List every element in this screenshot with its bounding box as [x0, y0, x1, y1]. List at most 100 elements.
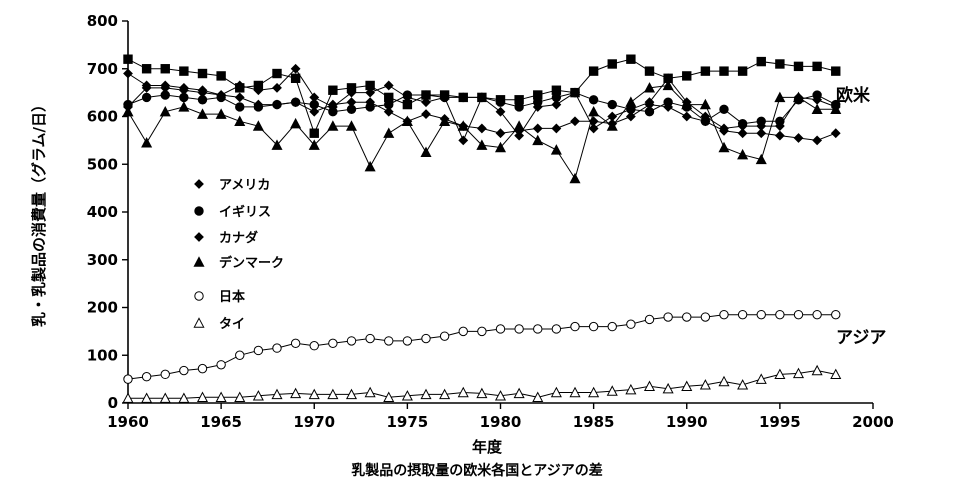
data-point: [384, 92, 394, 103]
data-point: [792, 91, 805, 103]
data-point: [532, 123, 543, 134]
data-point: [774, 130, 785, 141]
data-point: [663, 312, 673, 322]
data-point: [662, 79, 674, 91]
data-point: [290, 63, 301, 74]
data-point: [272, 68, 282, 79]
data-point: [588, 105, 600, 117]
x-axis-title: 年度: [472, 438, 503, 456]
data-point: [401, 390, 413, 401]
data-point: [663, 73, 673, 83]
data-point: [532, 391, 544, 402]
data-point: [141, 372, 152, 382]
data-point: [290, 117, 302, 129]
data-point: [831, 66, 841, 76]
data-point: [421, 333, 431, 344]
data-point: [402, 99, 413, 110]
data-point: [737, 309, 748, 320]
data-point: [774, 121, 785, 131]
data-point: [439, 90, 450, 100]
data-point: [570, 87, 580, 98]
data-point: [420, 388, 432, 400]
data-point: [737, 66, 748, 76]
data-point: [458, 135, 469, 146]
data-point: [160, 82, 171, 93]
x-tick-label: 1995: [759, 413, 801, 431]
data-point: [123, 54, 133, 64]
data-point: [328, 338, 338, 349]
x-tick-label: 1990: [666, 413, 708, 431]
data-point: [532, 102, 543, 112]
data-point: [477, 326, 487, 337]
data-point: [681, 111, 692, 122]
data-point: [793, 61, 804, 72]
data-point: [421, 109, 431, 120]
y-tick-label: 500: [87, 155, 118, 173]
data-point: [775, 309, 785, 320]
data-point: [159, 105, 171, 117]
data-point: [774, 91, 786, 103]
data-point: [141, 136, 153, 148]
data-point: [793, 133, 804, 143]
data-point: [718, 141, 730, 153]
data-point: [625, 96, 637, 107]
data-point: [588, 123, 599, 134]
data-point: [364, 386, 376, 398]
data-point: [812, 309, 822, 320]
data-point: [737, 148, 749, 160]
data-point: [607, 99, 617, 110]
data-point: [644, 314, 655, 325]
data-point: [345, 388, 358, 400]
data-point: [494, 390, 507, 401]
data-point: [811, 103, 823, 115]
data-point: [477, 92, 487, 103]
y-tick-label: 100: [87, 346, 118, 364]
data-point: [533, 90, 543, 100]
data-point: [811, 364, 823, 376]
data-point: [253, 102, 264, 112]
data-point: [384, 336, 394, 346]
legend-marker: [194, 232, 204, 242]
data-point: [569, 386, 581, 398]
data-point: [494, 141, 507, 153]
data-point: [682, 312, 692, 322]
data-point: [309, 106, 320, 117]
data-point: [607, 321, 617, 332]
data-point: [756, 309, 766, 320]
data-point: [626, 54, 636, 64]
data-point: [309, 341, 319, 351]
data-point: [831, 309, 841, 320]
data-point: [234, 391, 246, 402]
data-point: [514, 95, 524, 105]
data-point: [644, 66, 655, 76]
data-point: [272, 343, 282, 353]
data-point: [420, 146, 432, 158]
data-point: [756, 128, 767, 139]
data-point: [775, 59, 785, 69]
data-point: [457, 386, 469, 398]
data-point: [495, 324, 506, 334]
data-point: [476, 123, 487, 134]
data-point: [643, 380, 656, 391]
y-tick-label: 700: [87, 60, 118, 78]
data-point: [700, 111, 711, 122]
x-tick-label: 1970: [293, 413, 335, 431]
data-point: [308, 139, 320, 150]
data-point: [606, 120, 618, 131]
legend-label: イギリス: [219, 204, 271, 220]
data-point: [253, 80, 264, 91]
data-point: [495, 95, 506, 105]
data-point: [551, 123, 562, 134]
data-point: [196, 391, 209, 402]
data-point: [625, 383, 637, 395]
group-label-asia: アジア: [836, 328, 886, 348]
y-tick-label: 200: [87, 299, 118, 317]
data-point: [495, 128, 506, 139]
data-point: [533, 324, 543, 334]
data-point: [141, 82, 152, 93]
data-point: [793, 309, 804, 320]
data-point: [792, 367, 805, 379]
data-point: [290, 338, 301, 349]
x-ticks: 1960 1965 1970 1975 1980 1985 1990 1995 2000: [107, 403, 894, 431]
